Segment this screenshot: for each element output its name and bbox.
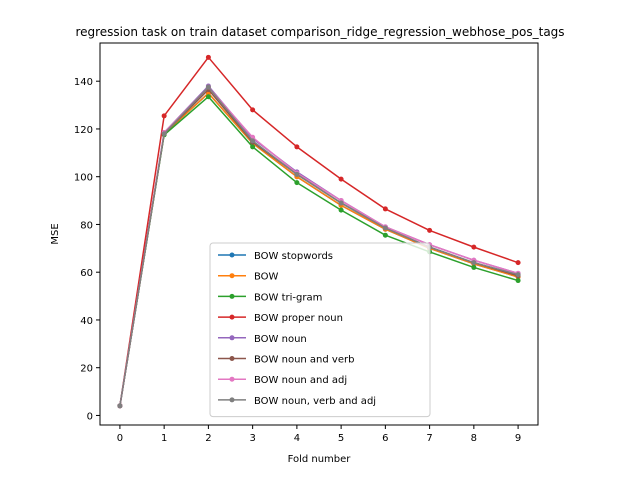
legend-item: BOW stopwords	[218, 251, 333, 262]
legend-label: BOW noun	[254, 334, 307, 345]
legend-marker	[229, 273, 235, 279]
legend-marker	[229, 252, 235, 258]
x-tick-label: 4	[294, 433, 300, 444]
data-point	[294, 180, 300, 186]
y-tick-label: 80	[80, 220, 93, 231]
legend-frame	[209, 242, 431, 418]
data-point	[515, 272, 521, 278]
legend-label: BOW noun and adj	[254, 375, 347, 386]
data-point	[205, 94, 211, 100]
y-tick-label: 60	[80, 268, 93, 279]
legend-item: BOW noun	[218, 334, 307, 345]
data-point	[250, 107, 256, 113]
legend-label: BOW noun, verb and adj	[254, 396, 376, 407]
y-tick-label: 140	[74, 77, 93, 88]
legend-item: BOW	[218, 272, 279, 283]
data-point	[382, 206, 388, 212]
legend-item: BOW tri-gram	[218, 292, 322, 303]
data-point	[161, 131, 167, 137]
legend-item: BOW noun, verb and adj	[218, 396, 376, 407]
y-tick-label: 40	[80, 316, 93, 327]
data-point	[338, 200, 344, 206]
series-line	[119, 92, 519, 407]
data-point	[250, 138, 256, 144]
data-point	[471, 264, 477, 270]
data-point	[250, 144, 256, 150]
data-point	[294, 144, 300, 150]
x-tick-label: 7	[426, 433, 432, 444]
series-line	[119, 86, 519, 407]
data-point	[338, 176, 344, 182]
data-point	[427, 227, 433, 233]
y-tick-label: 0	[87, 411, 93, 422]
legend-label: BOW	[254, 272, 279, 283]
legend-item: BOW proper noun	[218, 313, 343, 324]
data-point	[515, 278, 521, 284]
x-tick-label: 0	[117, 433, 123, 444]
data-point	[205, 54, 211, 60]
legend-label: BOW stopwords	[254, 251, 333, 262]
x-tick-label: 3	[249, 433, 255, 444]
data-point	[471, 260, 477, 266]
series-line	[119, 95, 519, 407]
data-point	[161, 113, 167, 119]
legend-marker	[229, 335, 235, 341]
y-tick-label: 120	[74, 125, 93, 136]
data-point	[382, 225, 388, 231]
data-point	[515, 260, 521, 266]
series-line	[119, 56, 519, 407]
legend-label: BOW noun and verb	[254, 355, 354, 366]
x-tick-label: 6	[382, 433, 388, 444]
legend-marker	[229, 356, 235, 361]
legend-marker	[229, 314, 235, 320]
data-point	[205, 84, 211, 90]
data-point	[117, 403, 123, 409]
data-point	[382, 232, 388, 238]
y-tick-label: 20	[80, 364, 93, 375]
legend-item: BOW noun and verb	[218, 355, 354, 366]
legend-marker	[229, 293, 235, 299]
y-axis-label: MSE	[50, 223, 61, 244]
legend: BOW stopwords BOW BOW tri-gram BOW proper n…	[209, 242, 431, 418]
legend-item: BOW noun and adj	[218, 375, 347, 386]
x-tick-label: 9	[515, 433, 521, 444]
x-tick-label: 8	[471, 433, 477, 444]
y-axis: 0 20 40 60 80 100 120 140	[74, 77, 100, 422]
data-point	[294, 171, 300, 177]
x-tick-label: 5	[338, 433, 344, 444]
y-tick-label: 100	[74, 173, 93, 184]
data-point	[338, 207, 344, 213]
legend-marker	[229, 397, 235, 403]
axes-frame	[99, 42, 539, 426]
legend-label: BOW proper noun	[254, 313, 343, 324]
series-3	[117, 54, 521, 409]
series-7	[117, 84, 521, 409]
x-axis: 0 1 2 3 4 5 6 7 8 9	[117, 425, 521, 444]
x-tick-label: 1	[161, 433, 167, 444]
x-axis-label: Fold number	[288, 454, 352, 465]
chart-title: regression task on train dataset compari…	[75, 25, 564, 39]
data-point	[471, 244, 477, 250]
x-tick-label: 2	[205, 433, 211, 444]
legend-label: BOW tri-gram	[254, 292, 322, 303]
legend-marker	[229, 376, 235, 382]
